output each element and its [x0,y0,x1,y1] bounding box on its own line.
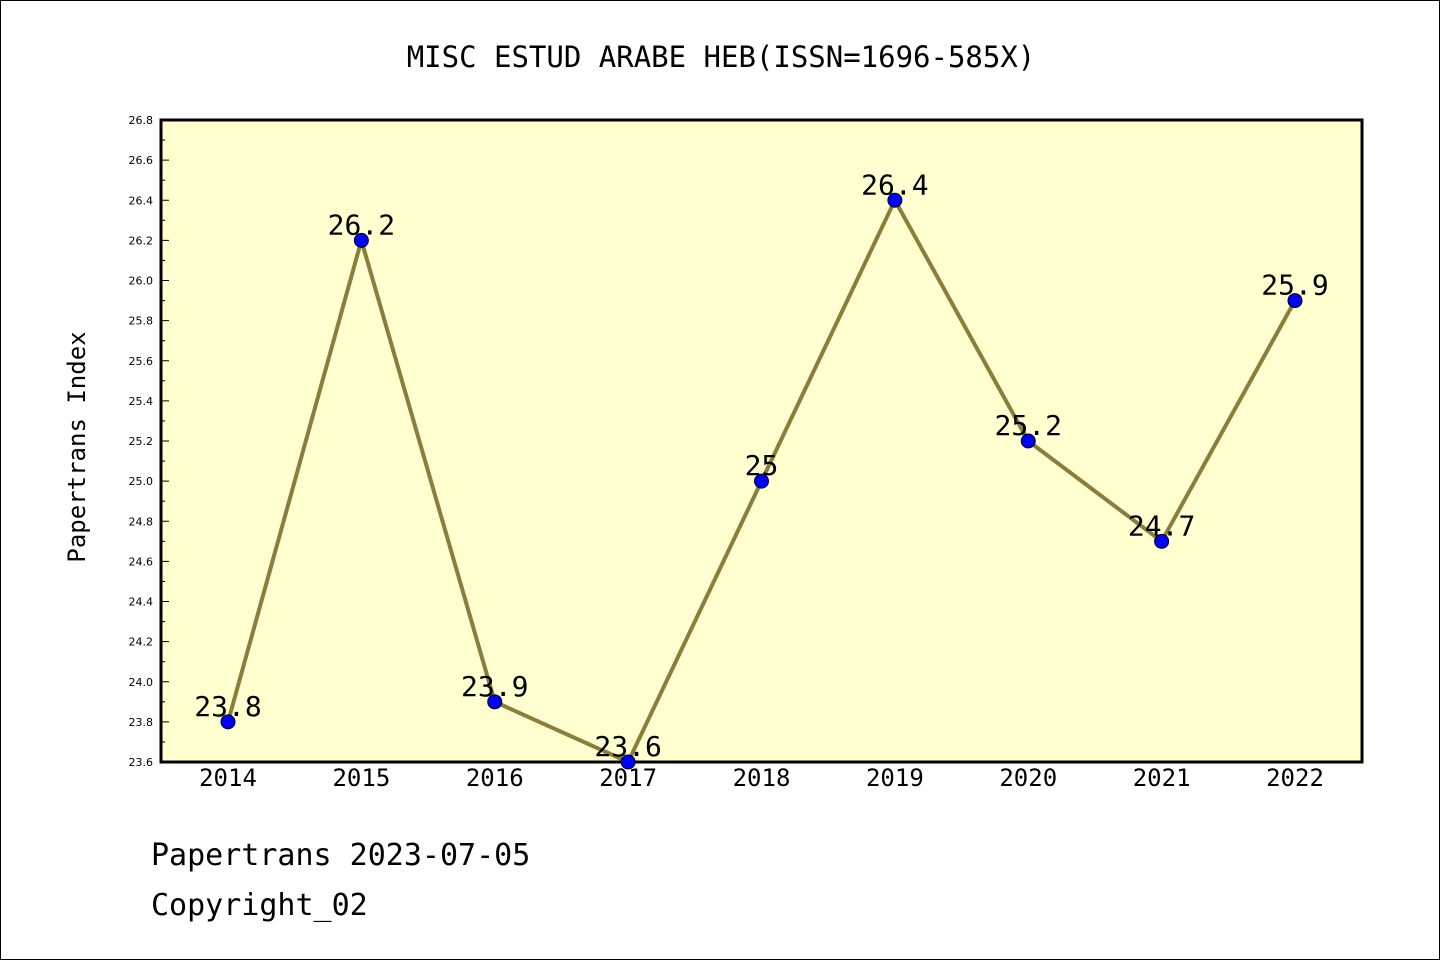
y-tick-label: 25.8 [129,315,154,328]
y-tick-label: 23.8 [129,716,154,729]
y-tick-label: 26.6 [129,154,154,167]
y-tick-label: 25.2 [129,435,154,448]
data-point [1287,293,1303,309]
x-tick-label: 2014 [199,764,257,792]
y-tick-label: 24.0 [129,676,154,689]
data-point [1020,433,1036,449]
x-tick-label: 2022 [1266,764,1324,792]
data-label: 25 [745,449,779,482]
y-tick-label: 25.4 [129,395,154,408]
y-tick-label: 25.6 [129,355,154,368]
y-tick-label: 26.8 [129,114,154,127]
data-point [620,754,636,770]
x-tick-label: 2016 [466,764,524,792]
data-point [487,694,503,710]
x-tick-label: 2018 [733,764,791,792]
data-point [353,232,369,248]
y-tick-label: 24.6 [129,555,154,568]
footer-date: Papertrans 2023-07-05 [151,838,530,873]
y-tick-label: 26.2 [129,234,154,247]
data-label: 25.9 [1261,269,1328,302]
y-tick-label: 26.4 [129,194,154,207]
data-label: 26.2 [328,208,395,241]
y-tick-label: 24.8 [129,515,154,528]
data-label: 23.8 [194,690,261,723]
data-point [1154,533,1170,549]
data-point [220,714,236,730]
y-tick-label: 24.2 [129,636,154,649]
data-label: 26.4 [861,168,928,201]
y-tick-label: 23.6 [129,756,154,769]
x-axis: 2014 2015 2016 2017 2018 2019 2020 2021 2022 [199,764,1324,792]
data-label: 24.7 [1128,509,1195,542]
y-axis-label: Papertrans Index [63,331,91,562]
chart-title: MISC ESTUD ARABE HEB(ISSN=1696-585X) [407,40,1036,74]
footer-copyright: Copyright_02 [151,888,368,923]
data-label: 23.6 [594,730,661,763]
x-tick-label: 2021 [1133,764,1191,792]
data-point [754,473,769,489]
data-label: 23.9 [461,670,528,703]
series-group: 23.8 26.2 23.9 23.6 25 26.4 25.2 24.7 25.9 [194,168,1329,770]
y-tick-label: 26.0 [129,275,154,288]
x-tick-label: 2020 [999,764,1057,792]
y-axis: 23.6 23.8 24.0 24.2 24.4 24.6 24.8 25.0 25.2 25.4… [129,114,169,769]
data-label: 25.2 [995,409,1062,442]
plot-area [159,118,1364,764]
x-tick-label: 2019 [866,764,924,792]
y-tick-label: 24.4 [129,596,154,609]
data-point [887,192,903,208]
x-tick-label: 2015 [332,764,390,792]
y-tick-label: 25.0 [129,475,154,488]
